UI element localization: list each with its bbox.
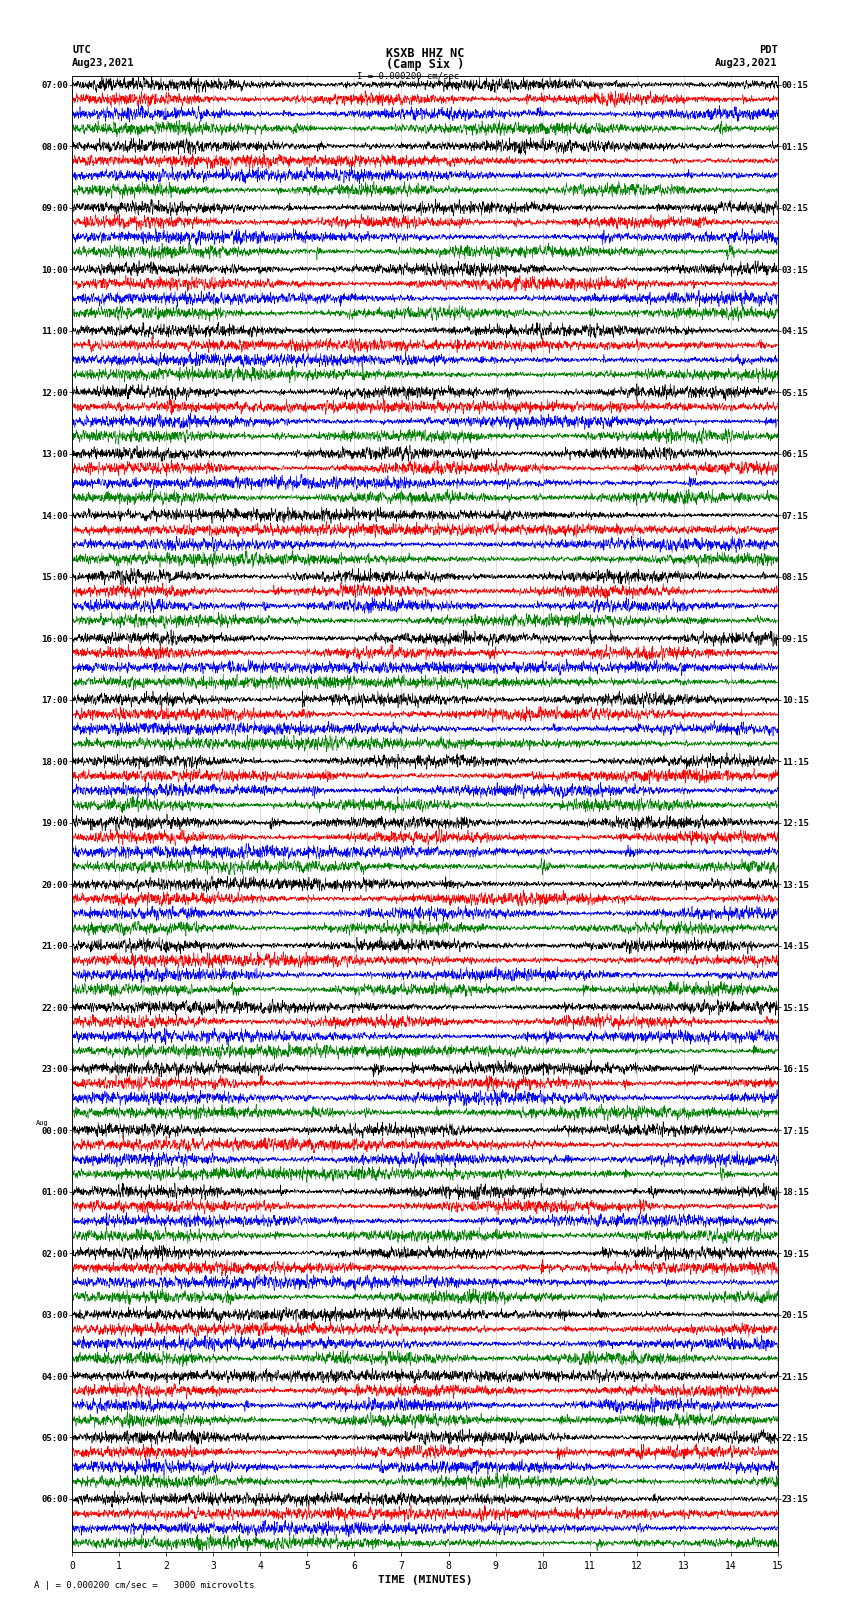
Text: Aug23,2021: Aug23,2021: [715, 58, 778, 68]
Text: Aug: Aug: [36, 1119, 48, 1126]
Text: I = 0.000200 cm/sec: I = 0.000200 cm/sec: [357, 71, 459, 81]
Text: (Camp Six ): (Camp Six ): [386, 58, 464, 71]
Text: UTC: UTC: [72, 45, 91, 55]
Text: Aug23,2021: Aug23,2021: [72, 58, 135, 68]
Text: A | = 0.000200 cm/sec =   3000 microvolts: A | = 0.000200 cm/sec = 3000 microvolts: [34, 1581, 254, 1590]
X-axis label: TIME (MINUTES): TIME (MINUTES): [377, 1574, 473, 1586]
Text: PDT: PDT: [759, 45, 778, 55]
Text: KSXB HHZ NC: KSXB HHZ NC: [386, 47, 464, 60]
